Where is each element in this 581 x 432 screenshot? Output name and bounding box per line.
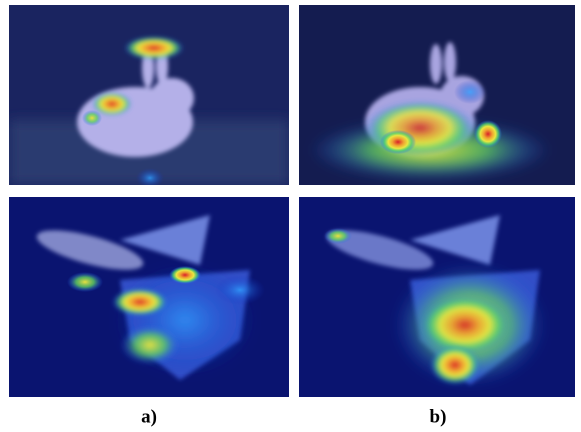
panel-label: b) <box>430 406 447 427</box>
fish-heatmap-a <box>9 197 289 397</box>
rabbit-heatmap-b <box>299 5 575 185</box>
rabbit-heatmap-a <box>9 5 289 185</box>
panel-label: a) <box>141 406 157 427</box>
fish-heatmap-b <box>299 197 575 397</box>
